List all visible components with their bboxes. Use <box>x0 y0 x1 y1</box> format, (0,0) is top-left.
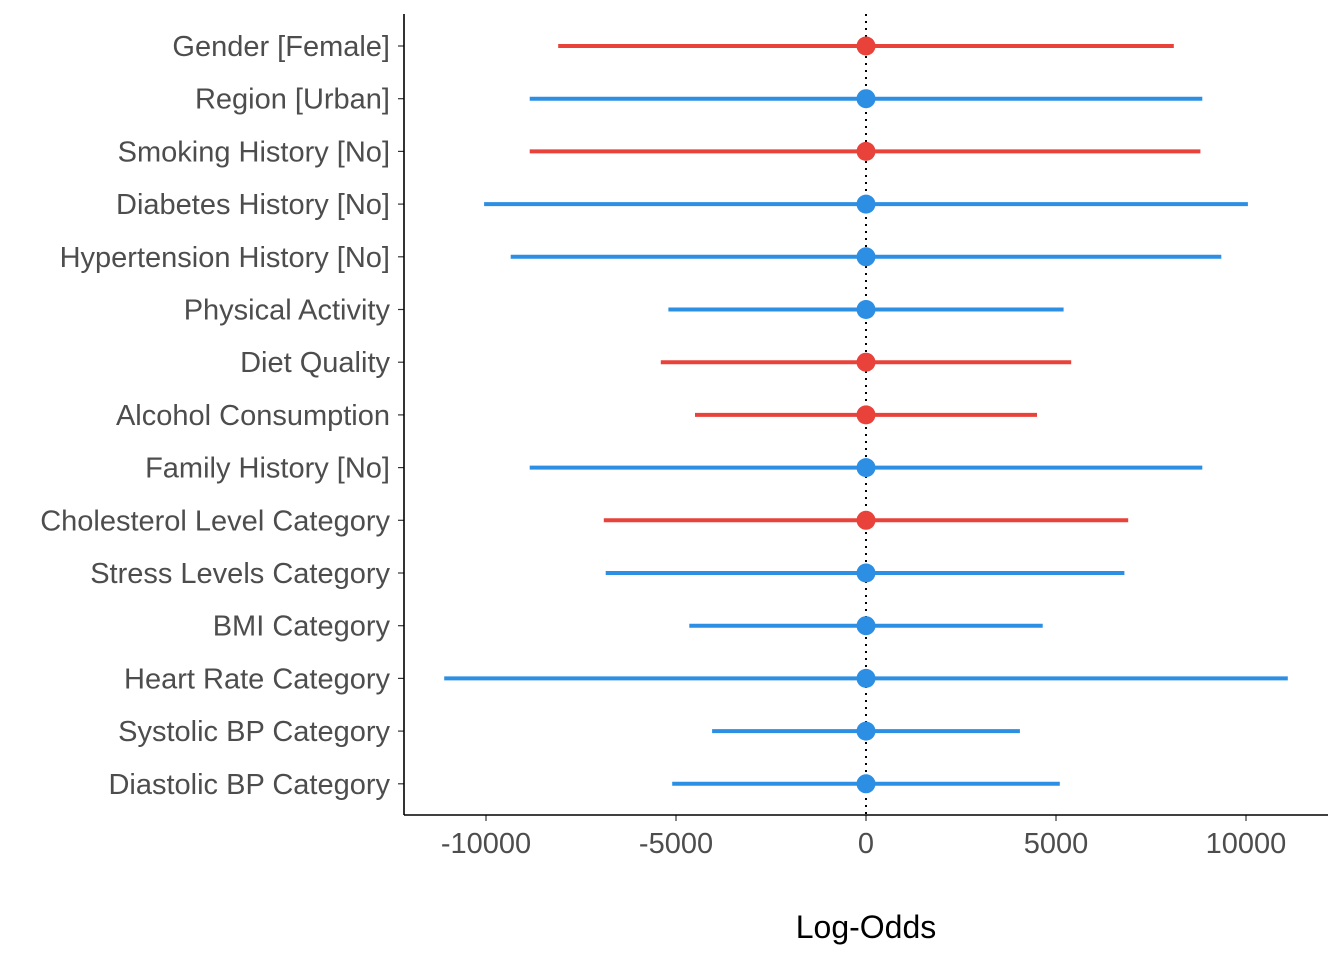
estimate-point <box>856 563 876 583</box>
y-axis-label: Family History [No] <box>145 453 390 485</box>
y-axis-label: Diet Quality <box>240 347 390 379</box>
y-axis-label: Region [Urban] <box>195 84 390 116</box>
estimate-point <box>856 405 876 425</box>
estimate-point <box>856 194 876 214</box>
x-axis-label: Log-Odds <box>796 909 937 945</box>
estimate-point <box>856 458 876 478</box>
estimate-point <box>856 510 876 530</box>
y-axis-label: Stress Levels Category <box>90 558 390 590</box>
x-tick-label: 5000 <box>1024 828 1089 860</box>
y-axis-label: Systolic BP Category <box>118 716 390 748</box>
estimate-point <box>856 721 876 741</box>
estimate-point <box>856 89 876 109</box>
y-axis-label: Heart Rate Category <box>124 663 390 695</box>
x-tick-label: -5000 <box>639 828 713 860</box>
y-axis-label: Hypertension History [No] <box>60 242 390 274</box>
y-axis-label: Diabetes History [No] <box>116 189 390 221</box>
estimate-point <box>856 616 876 636</box>
y-axis-label: BMI Category <box>213 611 391 643</box>
x-tick-label: 10000 <box>1206 828 1287 860</box>
estimate-point <box>856 141 876 161</box>
plot-area <box>444 14 1288 815</box>
estimate-point <box>856 668 876 688</box>
x-axis-ticks: -10000 -5000 0 5000 10000 <box>441 815 1286 860</box>
y-axis-label: Alcohol Consumption <box>116 400 390 432</box>
x-tick-label: -10000 <box>441 828 531 860</box>
estimate-point <box>856 36 876 56</box>
y-axis-label: Smoking History [No] <box>118 136 390 168</box>
x-tick-label: 0 <box>858 828 874 860</box>
estimate-point <box>856 247 876 267</box>
estimate-point <box>856 352 876 372</box>
y-axis-label: Physical Activity <box>184 295 391 327</box>
y-axis-label: Cholesterol Level Category <box>40 505 390 537</box>
y-axis-label: Diastolic BP Category <box>108 769 390 801</box>
y-axis-label: Gender [Female] <box>172 31 390 63</box>
estimate-point <box>856 774 876 794</box>
y-axis-labels: Gender [Female] Region [Urban] Smoking His… <box>40 31 404 801</box>
estimate-point <box>856 300 876 319</box>
